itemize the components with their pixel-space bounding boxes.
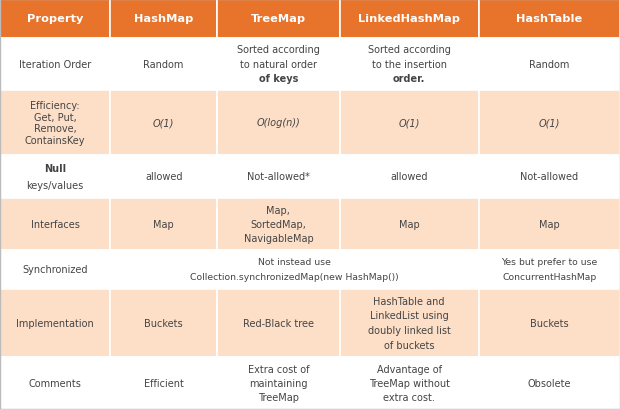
Text: to natural order: to natural order <box>240 60 317 70</box>
Text: extra cost.: extra cost. <box>383 393 435 402</box>
Text: Extra cost of: Extra cost of <box>247 364 309 374</box>
Text: O(log(n)): O(log(n)) <box>257 118 300 128</box>
Bar <box>0 39 110 90</box>
Bar <box>217 90 340 155</box>
Text: SortedMap,: SortedMap, <box>250 220 306 229</box>
Bar <box>110 90 217 155</box>
Bar <box>0 357 110 409</box>
Bar <box>217 155 340 198</box>
Text: Not-allowed: Not-allowed <box>520 172 578 182</box>
Bar <box>479 90 620 155</box>
Text: allowed: allowed <box>391 172 428 182</box>
Bar <box>340 198 479 250</box>
Bar <box>110 39 217 90</box>
Bar <box>0 0 110 39</box>
Text: maintaining: maintaining <box>249 378 308 388</box>
Bar <box>217 198 340 250</box>
Bar <box>217 39 340 90</box>
Text: Yes but prefer to use: Yes but prefer to use <box>501 258 598 267</box>
Text: Iteration Order: Iteration Order <box>19 60 91 70</box>
Bar <box>479 250 620 289</box>
Text: allowed: allowed <box>145 172 182 182</box>
Text: TreeMap: TreeMap <box>251 14 306 24</box>
Text: Random: Random <box>143 60 184 70</box>
Text: Obsolete: Obsolete <box>528 378 571 388</box>
Text: order.: order. <box>393 74 425 84</box>
Bar <box>479 155 620 198</box>
Bar <box>479 198 620 250</box>
Bar <box>110 155 217 198</box>
Bar <box>479 39 620 90</box>
Text: Map,: Map, <box>267 205 290 215</box>
Text: TreeMap without: TreeMap without <box>369 378 450 388</box>
Text: LinkedHashMap: LinkedHashMap <box>358 14 460 24</box>
Text: Random: Random <box>529 60 570 70</box>
Text: Buckets: Buckets <box>530 318 569 328</box>
Bar <box>0 90 110 155</box>
Text: to the insertion: to the insertion <box>372 60 446 70</box>
Text: HashMap: HashMap <box>134 14 193 24</box>
Text: Synchronized: Synchronized <box>22 265 88 275</box>
Bar <box>110 289 217 357</box>
Text: Interfaces: Interfaces <box>31 220 79 229</box>
Bar <box>0 155 110 198</box>
Text: Buckets: Buckets <box>144 318 183 328</box>
Bar <box>217 357 340 409</box>
Text: Advantage of: Advantage of <box>377 364 441 374</box>
Text: of keys: of keys <box>259 74 298 84</box>
Text: O(1): O(1) <box>153 118 174 128</box>
Text: Sorted according: Sorted according <box>368 45 451 55</box>
Bar <box>110 250 217 289</box>
Text: Comments: Comments <box>29 378 82 388</box>
Text: Map: Map <box>539 220 560 229</box>
Text: of buckets: of buckets <box>384 340 435 350</box>
Bar <box>0 198 110 250</box>
Bar <box>479 357 620 409</box>
Text: TreeMap: TreeMap <box>258 393 299 402</box>
Text: O(1): O(1) <box>539 118 560 128</box>
Bar <box>110 198 217 250</box>
Text: Sorted according: Sorted according <box>237 45 320 55</box>
Text: keys/values: keys/values <box>27 180 84 190</box>
Text: doubly linked list: doubly linked list <box>368 326 451 335</box>
Text: LinkedList using: LinkedList using <box>370 311 449 321</box>
Text: Property: Property <box>27 14 83 24</box>
Bar <box>479 0 620 39</box>
Text: Map: Map <box>153 220 174 229</box>
Bar <box>479 289 620 357</box>
Bar <box>217 289 340 357</box>
Text: Implementation: Implementation <box>16 318 94 328</box>
Text: NavigableMap: NavigableMap <box>244 234 313 244</box>
Text: O(1): O(1) <box>399 118 420 128</box>
Text: Map: Map <box>399 220 420 229</box>
Bar <box>110 357 217 409</box>
Bar <box>217 250 340 289</box>
Bar <box>217 0 340 39</box>
Bar <box>340 155 479 198</box>
Text: Not instead use: Not instead use <box>258 258 331 267</box>
Bar <box>340 289 479 357</box>
Text: HashTable: HashTable <box>516 14 582 24</box>
Text: Efficient: Efficient <box>144 378 184 388</box>
Bar <box>340 357 479 409</box>
Text: Red-Black tree: Red-Black tree <box>243 318 314 328</box>
Bar <box>340 90 479 155</box>
Text: Null: Null <box>44 164 66 174</box>
Text: HashTable and: HashTable and <box>373 296 445 306</box>
Text: Collection.synchronizedMap(new HashMap()): Collection.synchronizedMap(new HashMap()… <box>190 273 399 282</box>
Bar <box>110 0 217 39</box>
Bar <box>340 0 479 39</box>
Bar <box>0 250 110 289</box>
Bar <box>0 289 110 357</box>
Bar <box>340 39 479 90</box>
Bar <box>340 250 479 289</box>
Text: Efficiency:
Get, Put,
Remove,
ContainsKey: Efficiency: Get, Put, Remove, ContainsKe… <box>25 101 86 145</box>
Text: ConcurrentHashMap: ConcurrentHashMap <box>502 273 596 282</box>
Text: Not-allowed*: Not-allowed* <box>247 172 310 182</box>
